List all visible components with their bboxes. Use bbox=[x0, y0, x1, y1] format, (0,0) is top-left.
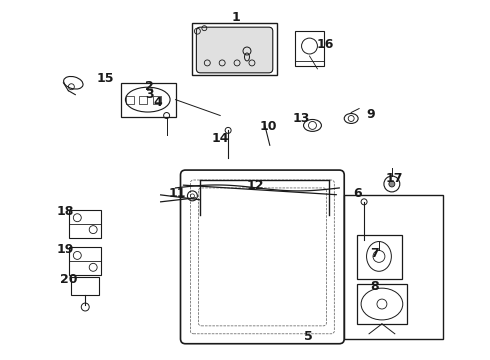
Text: 18: 18 bbox=[57, 205, 74, 218]
Text: 14: 14 bbox=[212, 132, 229, 145]
Text: 19: 19 bbox=[57, 243, 74, 256]
Text: 2: 2 bbox=[146, 80, 154, 93]
Text: 16: 16 bbox=[317, 37, 334, 50]
Text: 12: 12 bbox=[246, 179, 264, 193]
Circle shape bbox=[389, 181, 395, 187]
Text: 6: 6 bbox=[353, 188, 362, 201]
Bar bbox=[193, 23, 277, 75]
Bar bbox=[357, 284, 407, 324]
Bar bbox=[357, 235, 402, 279]
Text: 20: 20 bbox=[60, 273, 77, 286]
Text: 8: 8 bbox=[370, 280, 379, 293]
Text: 13: 13 bbox=[293, 112, 310, 125]
Text: 3: 3 bbox=[146, 88, 154, 101]
Bar bbox=[121, 83, 175, 117]
FancyBboxPatch shape bbox=[196, 27, 273, 73]
Bar bbox=[72, 277, 99, 295]
Text: 11: 11 bbox=[169, 188, 186, 201]
Bar bbox=[70, 210, 101, 238]
Text: 9: 9 bbox=[367, 108, 375, 121]
Text: 15: 15 bbox=[97, 72, 114, 85]
Text: 4: 4 bbox=[153, 96, 162, 109]
Bar bbox=[126, 96, 134, 104]
Text: 10: 10 bbox=[259, 120, 276, 133]
Bar bbox=[139, 96, 147, 104]
Bar bbox=[344, 195, 443, 339]
Bar bbox=[153, 96, 161, 104]
Text: 1: 1 bbox=[232, 11, 241, 24]
Text: 7: 7 bbox=[370, 247, 379, 260]
Text: 17: 17 bbox=[385, 171, 403, 185]
Text: 5: 5 bbox=[304, 330, 313, 343]
Bar bbox=[70, 247, 101, 275]
Bar bbox=[294, 31, 324, 66]
